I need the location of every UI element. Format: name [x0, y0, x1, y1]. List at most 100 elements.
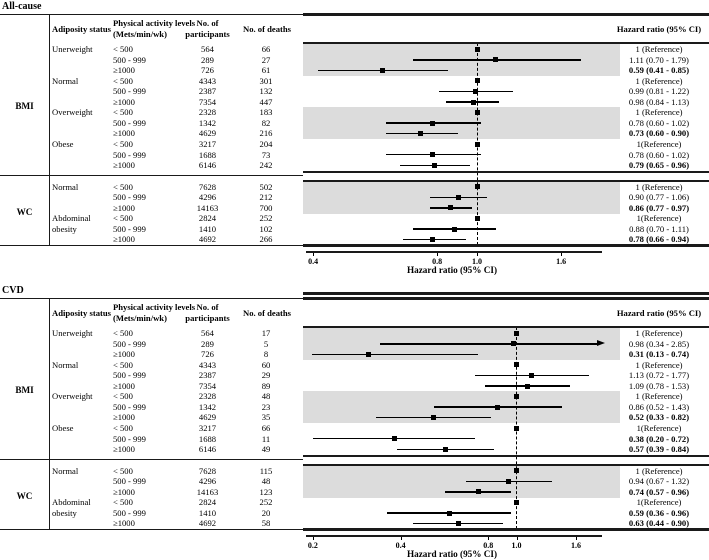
table-bottom-rule-left — [0, 528, 303, 531]
column-header-activity-1: Physical activity levels — [113, 18, 196, 28]
deaths-cell: 204 — [259, 138, 273, 149]
column-header-deaths: No. of deaths — [243, 24, 291, 34]
hr-ci-cell: 0.63 (0.44 - 0.90) — [628, 518, 690, 529]
participants-cell: 564 — [201, 44, 214, 54]
group-band — [303, 44, 620, 55]
participants-cell: 4296 — [198, 476, 217, 487]
hr-ci-cell: 0.90 (0.77 - 1.06) — [628, 192, 690, 203]
deaths-cell: 48 — [261, 476, 271, 487]
group-band — [303, 476, 620, 488]
ci-line — [380, 343, 598, 345]
deaths-cell: 73 — [261, 149, 271, 160]
activity-cell: 500 - 999 — [113, 149, 146, 160]
axis-tick — [488, 536, 490, 541]
deaths-cell: 252 — [259, 213, 273, 224]
column-header-adiposity: Adiposity status — [52, 308, 111, 318]
section-separator-right-bot — [303, 180, 709, 182]
participants-cell: 1410 — [198, 507, 217, 518]
axis-tick — [561, 252, 563, 257]
participants-cell: 1342 — [198, 401, 217, 412]
participants-cell: 7628 — [198, 465, 217, 476]
activity-cell: 500 - 999 — [113, 192, 146, 203]
participants-cell: 1342 — [198, 117, 217, 128]
reference-marker — [474, 184, 480, 190]
activity-cell: 500 - 999 — [113, 507, 146, 518]
table-top-rule-right — [303, 297, 709, 300]
table-bottom-rule-right — [303, 244, 709, 247]
adiposity-cell: obesity — [52, 507, 77, 518]
group-band — [303, 181, 620, 193]
deaths-cell: 11 — [261, 433, 271, 444]
hr-ci-cell: 0.98 (0.34 - 2.85) — [628, 338, 690, 349]
reference-marker — [514, 500, 519, 506]
hr-ci-cell: 0.78 (0.66 - 0.94) — [628, 234, 690, 245]
hazard-ratio-header: Hazard ratio (95% CI) — [616, 308, 702, 318]
axis-tick-label: 1.6 — [556, 256, 567, 266]
hr-point-marker — [442, 446, 448, 452]
hr-point-marker — [431, 415, 437, 421]
participants-cell: 2328 — [198, 107, 217, 118]
hr-ci-cell: 1 (Reference) — [635, 181, 683, 192]
hr-point-marker — [455, 521, 461, 527]
activity-cell: < 500 — [113, 107, 133, 118]
deaths-cell: 89 — [261, 380, 271, 391]
hr-ci-cell: 1 (Reference) — [635, 44, 683, 54]
table-top-rule-left — [0, 14, 303, 16]
axis-tick-label: 0.4 — [395, 540, 406, 550]
axis-tick-label: 0.8 — [483, 540, 494, 550]
ci-line — [312, 353, 479, 356]
hr-point-marker — [391, 436, 397, 442]
hr-ci-cell: 1.13 (0.72 - 1.77) — [628, 370, 690, 381]
category-column-divider — [49, 298, 50, 529]
deaths-cell: 29 — [261, 370, 271, 381]
adiposity-cell: Unerweight — [52, 44, 93, 54]
participants-cell: 4296 — [198, 192, 217, 203]
category-label: BMI — [15, 101, 34, 112]
hr-point-marker — [451, 226, 457, 232]
activity-cell: < 500 — [113, 391, 133, 402]
hr-ci-cell: 1 (Reference) — [635, 107, 683, 118]
activity-cell: ≥1000 — [113, 444, 135, 455]
axis-tick — [516, 536, 518, 541]
participants-cell: 726 — [201, 65, 214, 76]
activity-cell: ≥1000 — [113, 349, 135, 360]
deaths-cell: 447 — [259, 96, 273, 107]
hr-ci-cell: 1(Reference) — [636, 138, 682, 149]
hr-ci-cell: 0.38 (0.20 - 0.72) — [628, 433, 690, 444]
axis-tick — [313, 252, 315, 257]
deaths-cell: 102 — [259, 223, 273, 234]
deaths-cell: 17 — [261, 328, 271, 338]
adiposity-cell: Normal — [52, 181, 79, 192]
x-axis-line — [306, 251, 602, 253]
participants-cell: 6146 — [198, 160, 217, 171]
deaths-cell: 8 — [263, 349, 269, 360]
activity-cell: 500 - 999 — [113, 117, 146, 128]
hr-point-marker — [430, 237, 436, 243]
activity-cell: < 500 — [113, 213, 133, 224]
deaths-cell: 60 — [261, 359, 271, 370]
table-top-rule-right — [303, 13, 709, 16]
participants-cell: 1688 — [198, 433, 217, 444]
category-label: WC — [16, 207, 33, 218]
deaths-cell: 23 — [261, 401, 271, 412]
hr-point-marker — [365, 351, 371, 357]
hr-point-marker — [430, 152, 436, 158]
adiposity-cell: Abdominal — [52, 497, 91, 508]
participants-cell: 4629 — [198, 412, 217, 423]
participants-cell: 14163 — [196, 486, 219, 497]
participants-cell: 726 — [201, 349, 214, 360]
hr-point-marker — [470, 99, 476, 105]
hr-ci-cell: 1 (Reference) — [635, 391, 683, 402]
reference-marker — [474, 216, 480, 222]
column-header-activity-2: (Mets/min/wk) — [113, 313, 167, 323]
hr-ci-cell: 1.09 (0.78 - 1.53) — [628, 380, 690, 391]
participants-cell: 2824 — [198, 497, 217, 508]
axis-tick-label: 0.2 — [307, 540, 318, 550]
activity-cell: ≥1000 — [113, 96, 135, 107]
table-top-rule-left — [0, 298, 303, 300]
deaths-cell: 212 — [259, 192, 273, 203]
hr-point-marker — [494, 404, 500, 410]
adiposity-cell: Normal — [52, 75, 79, 86]
deaths-cell: 35 — [261, 412, 271, 423]
